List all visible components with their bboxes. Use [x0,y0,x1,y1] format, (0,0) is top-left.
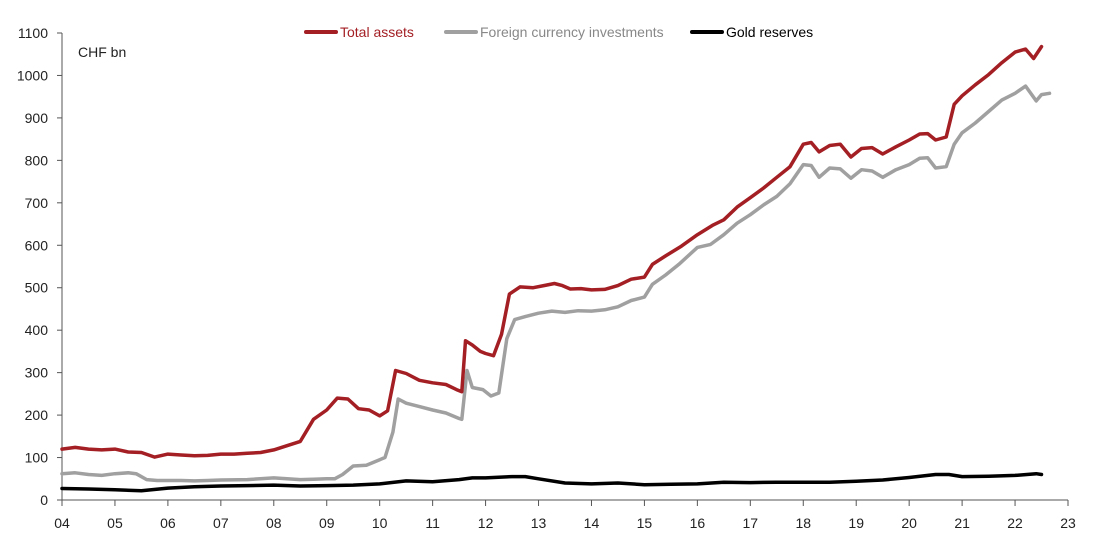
x-tick-label: 17 [743,515,759,531]
x-tick-label: 12 [478,515,494,531]
x-tick-label: 04 [54,515,70,531]
y-tick-label: 1100 [18,25,48,41]
y-axis: 0 100 200 300 400 500 600 700 800 900 1000 1100 [17,25,63,508]
x-tick-label: 22 [1007,515,1023,531]
x-tick-label: 19 [848,515,864,531]
x-tick-label: 16 [690,515,706,531]
y-tick-label: 600 [25,237,49,253]
series-line-gold-reserves [60,471,1044,493]
x-tick-label: 15 [637,515,653,531]
series-line-foreign-currency-investments [60,84,1052,483]
x-tick-label: 14 [584,515,600,531]
legend-label-foreign-currency-investments: Foreign currency investments [480,24,664,40]
series-line-total-assets [60,44,1044,459]
y-tick-label: 700 [25,195,49,211]
y-tick-label: 500 [25,280,49,296]
y-tick-label: 100 [25,450,49,466]
x-tick-label: 06 [160,515,176,531]
x-tick-label: 18 [795,515,811,531]
y-tick-label: 400 [25,322,49,338]
x-tick-label: 20 [901,515,917,531]
legend-label-gold-reserves: Gold reserves [726,24,813,40]
y-tick-label: 0 [40,492,48,508]
unit-label: CHF bn [78,44,126,60]
y-tick-label: 200 [25,407,49,423]
y-tick-label: 800 [25,152,49,168]
x-axis: 04 05 06 07 08 09 10 11 12 13 14 15 16 17 18 19 20 21 22 23 [54,499,1076,531]
x-tick-label: 05 [107,515,123,531]
y-tick-label: 900 [25,110,49,126]
series-layer [60,44,1052,493]
x-tick-label: 11 [425,515,440,531]
x-tick-label: 08 [266,515,282,531]
x-tick-label: 07 [213,515,229,531]
legend-label-total-assets: Total assets [340,24,414,40]
x-tick-label: 10 [372,515,388,531]
x-tick-label: 09 [319,515,335,531]
x-tick-label: 21 [954,515,970,531]
y-tick-label: 300 [25,365,49,381]
legend: Total assets Foreign currency investments… [304,24,813,40]
y-tick-label: 1000 [17,67,48,83]
x-tick-label: 13 [531,515,547,531]
x-tick-label: 23 [1060,515,1076,531]
